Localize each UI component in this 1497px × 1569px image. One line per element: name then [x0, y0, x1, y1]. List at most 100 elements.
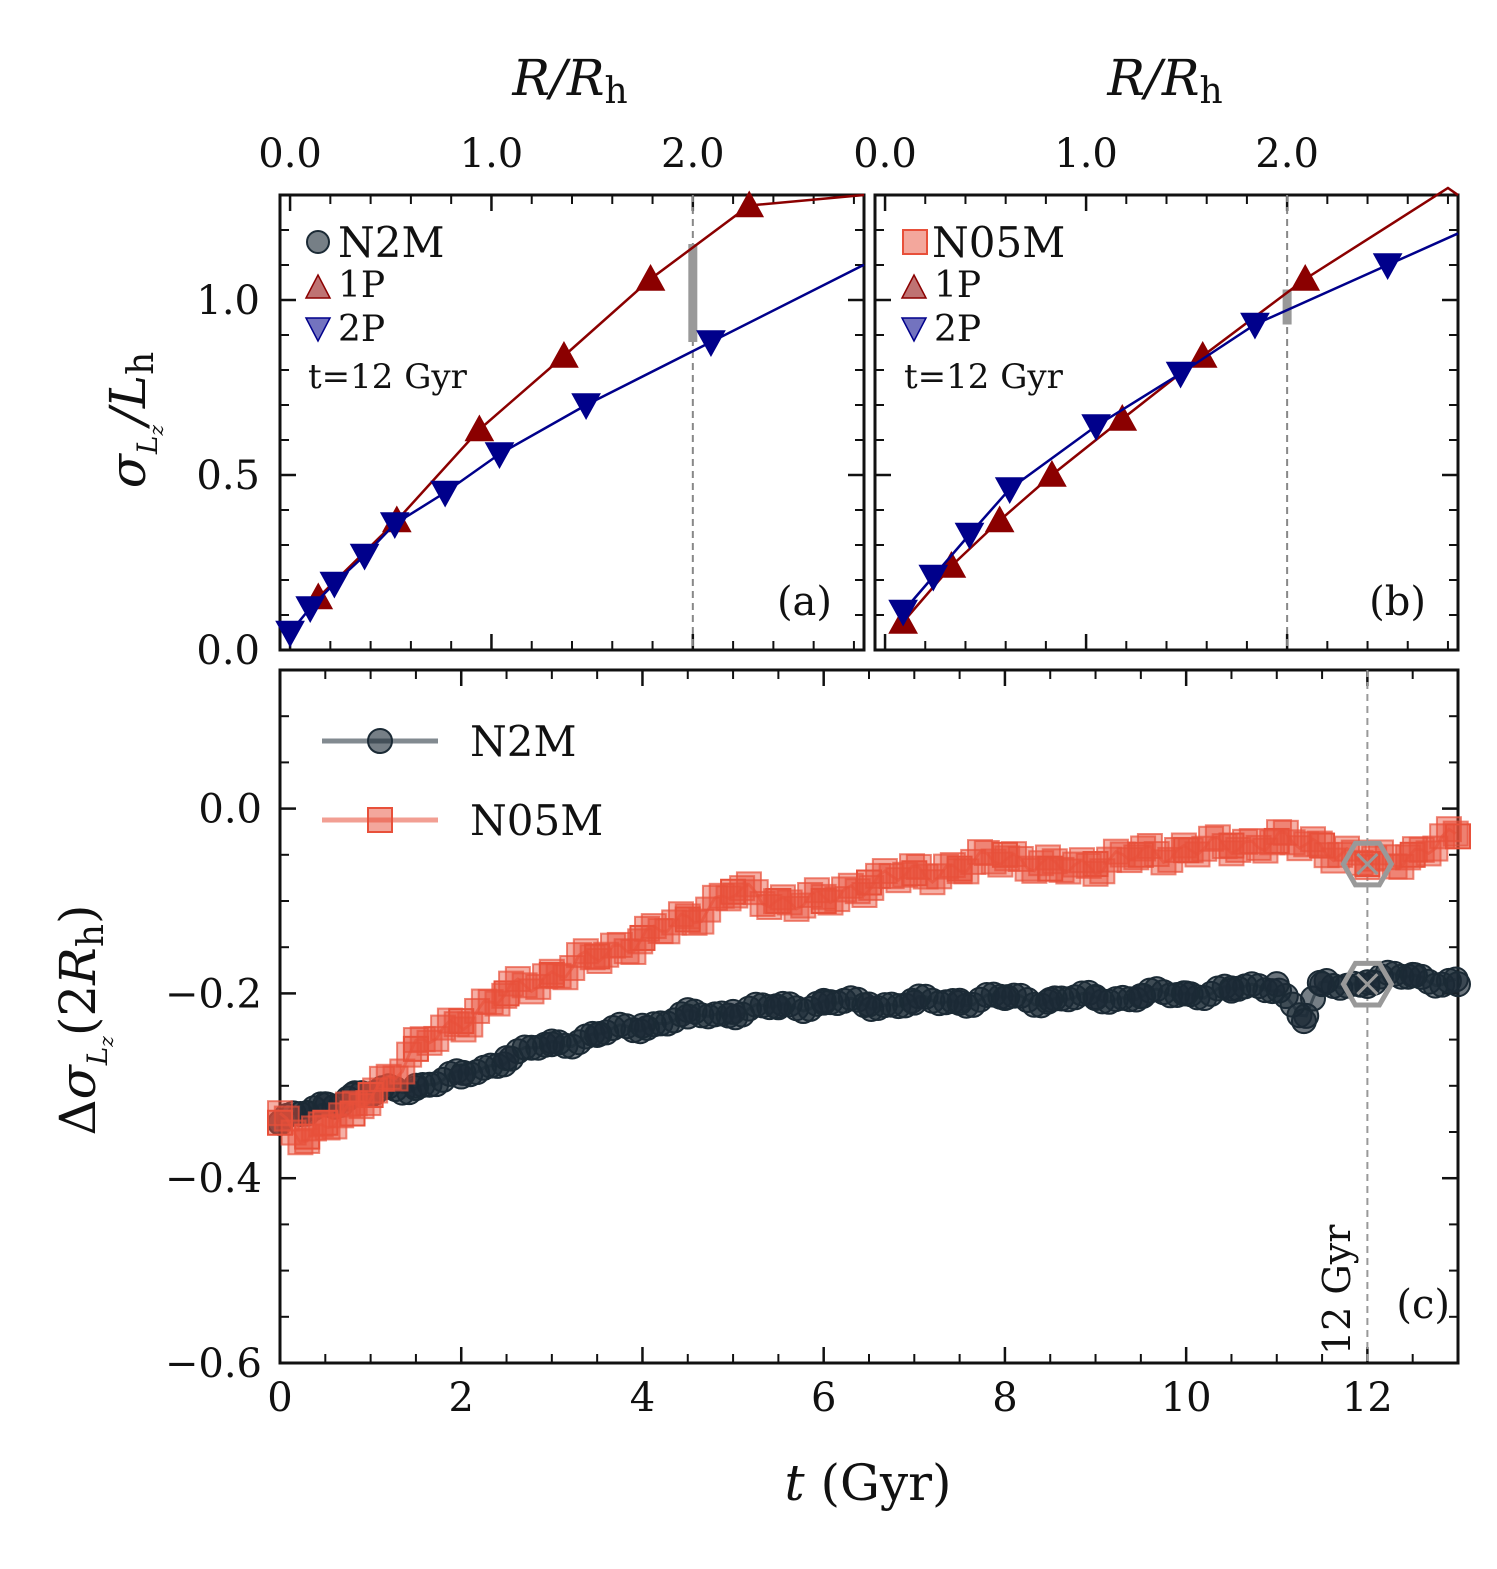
- y-axis-title-top: σLz/Lh: [99, 352, 168, 489]
- series-1p-point: [549, 340, 579, 368]
- series-n05m-point: [674, 906, 701, 933]
- series-2p-point: [1372, 253, 1403, 281]
- series-n05m-point: [1309, 832, 1336, 859]
- top-axis-title-a: R/Rh: [511, 49, 627, 112]
- series-n05m-point: [720, 878, 747, 905]
- y-tick-label: 0.0: [196, 628, 260, 674]
- series-n05m-point: [1173, 837, 1200, 864]
- series-n05m-point: [389, 1058, 416, 1085]
- series-n2m-point: [1290, 1008, 1317, 1035]
- series-n05m-point: [357, 1082, 384, 1109]
- series-2p-point: [430, 480, 460, 508]
- series-n2m-point: [1309, 971, 1336, 998]
- legend-2p-a: 2P: [338, 309, 385, 350]
- series-n2m-point: [1263, 971, 1290, 998]
- series-n05m-point: [584, 943, 611, 970]
- series-1p-point: [1037, 459, 1067, 487]
- series-1p-point: [1290, 263, 1321, 291]
- series-n2m-point: [1173, 980, 1200, 1007]
- legend-n05m-c: N05M: [470, 796, 603, 845]
- series-n05m-point: [402, 1035, 429, 1062]
- series-n05m-point: [856, 869, 882, 896]
- series-2p-point: [275, 620, 305, 648]
- series-n2m-point: [856, 991, 882, 1018]
- series-n2m-point: [1445, 971, 1471, 998]
- top-tick-label: 2.0: [661, 131, 725, 177]
- series-1p-point: [464, 414, 495, 442]
- top-tick-label: 2.0: [1255, 131, 1319, 177]
- legend-time-a: t=12 Gyr: [308, 357, 468, 397]
- series-1p-point: [635, 263, 666, 291]
- series-n05m-point: [901, 860, 928, 887]
- panel-b: 0.0 1.0 2.0 N05M 1P 2P t=12 Gyr (b): [853, 131, 1460, 652]
- series-2p-point: [1240, 312, 1270, 340]
- series-n2m-point: [901, 989, 928, 1016]
- series-n2m-point: [584, 1021, 611, 1048]
- series-n2m-point: [1399, 961, 1426, 988]
- x-tick-label: 10: [1161, 1375, 1212, 1421]
- panel-b-label: (b): [1369, 579, 1426, 625]
- panel-a-legend: N2M 1P 2P t=12 Gyr: [304, 218, 468, 397]
- vline-label-c: 12 Gyr: [1315, 1224, 1359, 1355]
- svg-text:ΔσLz(2Rh): ΔσLz(2Rh): [49, 904, 118, 1135]
- series-n2m-point: [1082, 985, 1109, 1012]
- series-n05m-point: [991, 841, 1018, 868]
- series-2p-point: [918, 564, 949, 592]
- legend-1p-a: 1P: [338, 265, 385, 306]
- y-axis-title-bottom: ΔσLz(2Rh): [49, 904, 118, 1135]
- x-tick-label: 6: [811, 1375, 836, 1421]
- legend-2p-marker-b: [900, 317, 928, 343]
- panel-a-label: (a): [777, 579, 832, 625]
- series-n2m-point: [448, 1063, 475, 1090]
- series-n05m-point: [1082, 851, 1109, 878]
- hexagon-marker: [1340, 960, 1395, 1008]
- legend-n05m-marker: [902, 229, 928, 255]
- series-n05m-point: [810, 888, 837, 914]
- y-tick-label: −0.6: [165, 1341, 262, 1387]
- x-tick-label: 0: [267, 1375, 292, 1421]
- series-2p-point: [696, 330, 726, 358]
- series-2p-point: [319, 571, 350, 599]
- legend-1p-marker-a: [304, 273, 332, 299]
- series-n05m-point: [1445, 823, 1471, 850]
- series-2p-point: [349, 543, 380, 571]
- y-tick-label: −0.4: [165, 1156, 262, 1202]
- series-n05m-point: [1263, 827, 1290, 854]
- series-2p-point: [295, 596, 326, 624]
- x-tick-label: 12: [1342, 1375, 1393, 1421]
- legend-2p-marker-a: [304, 317, 332, 343]
- series-n2m-point: [538, 1031, 565, 1058]
- legend-1p-marker-b: [900, 273, 928, 299]
- series-2p-point: [484, 442, 515, 470]
- series-2p-point: [1165, 361, 1196, 389]
- series-2p-point: [571, 393, 601, 421]
- legend-n2m-circle: [367, 728, 393, 754]
- series-2p-point: [1081, 414, 1111, 442]
- series-n2m-point: [402, 1072, 429, 1099]
- panel-b-legend: N05M 1P 2P t=12 Gyr: [900, 218, 1065, 397]
- y-tick-label: 1.0: [196, 278, 260, 324]
- series-n2m-point: [674, 1003, 701, 1030]
- series-1p-point: [984, 505, 1015, 533]
- series-2p-point: [379, 512, 410, 540]
- legend-1p-b: 1P: [934, 265, 981, 306]
- x-tick-label: 4: [630, 1375, 655, 1421]
- panel-a: 0.0 1.0 2.0 0.0 0.5 1.0 N2M 1P 2P t=12 Gyr (a…: [196, 131, 866, 674]
- hexagon-marker: [1340, 840, 1395, 888]
- top-tick-label: 1.0: [1054, 131, 1118, 177]
- series-n05m-point: [629, 924, 656, 951]
- series-2p-line: [902, 232, 1459, 613]
- x-marker: [1356, 852, 1379, 876]
- y-tick-label: −0.2: [165, 971, 262, 1017]
- series-2p-point: [994, 477, 1025, 505]
- series-n2m-point: [765, 994, 792, 1021]
- x-tick-label: 2: [449, 1375, 474, 1421]
- series-n05m-point: [312, 1109, 339, 1136]
- x-axis-title: t (Gyr): [784, 1454, 951, 1512]
- svg-text:σLz/Lh: σLz/Lh: [99, 352, 168, 489]
- legend-n2m-c: N2M: [470, 717, 576, 766]
- series-n2m-point: [1127, 983, 1154, 1010]
- legend-model-b: N05M: [932, 218, 1065, 267]
- series-2p-point: [954, 522, 985, 550]
- legend-time-b: t=12 Gyr: [904, 357, 1064, 397]
